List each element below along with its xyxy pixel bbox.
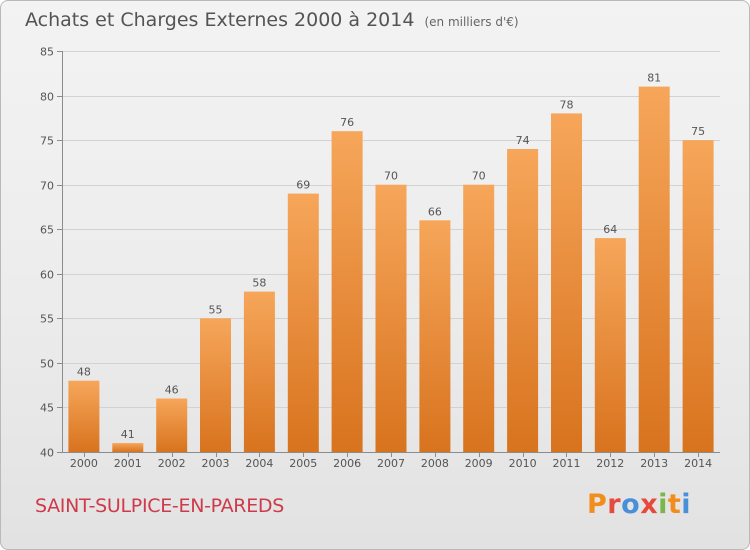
x-tick-label: 2010 bbox=[509, 457, 537, 470]
x-tick-label: 2000 bbox=[70, 457, 98, 470]
y-tick-label: 80 bbox=[40, 91, 54, 104]
x-tick-label: 2002 bbox=[158, 457, 186, 470]
bar bbox=[551, 113, 582, 453]
logo-letter: i bbox=[681, 489, 692, 520]
bar bbox=[682, 140, 714, 452]
x-tick-label: 2008 bbox=[421, 457, 449, 470]
bar bbox=[463, 184, 495, 452]
x-tick-label: 2011 bbox=[553, 457, 581, 470]
logo-letter: r bbox=[607, 489, 622, 520]
data-label: 70 bbox=[384, 170, 398, 183]
data-label: 75 bbox=[691, 125, 705, 138]
data-label: 78 bbox=[560, 98, 574, 111]
x-tick-label: 2001 bbox=[114, 457, 142, 470]
bar bbox=[287, 193, 319, 452]
bar bbox=[112, 443, 144, 452]
bar bbox=[200, 318, 231, 452]
bar bbox=[156, 398, 188, 452]
x-tick-label: 2012 bbox=[596, 457, 624, 470]
x-tick-label: 2013 bbox=[640, 457, 668, 470]
y-tick-label: 65 bbox=[40, 224, 54, 237]
proxiti-logo: Proxiti bbox=[587, 489, 691, 520]
x-tick-label: 2014 bbox=[684, 457, 712, 470]
data-label: 58 bbox=[252, 277, 266, 290]
x-tick-label: 2003 bbox=[202, 457, 230, 470]
bar bbox=[375, 184, 407, 452]
y-tick-label: 75 bbox=[40, 135, 54, 148]
y-tick-label: 85 bbox=[40, 46, 54, 59]
logo-letter: x bbox=[640, 489, 659, 520]
commune-name: SAINT-SULPICE-EN-PAREDS bbox=[35, 495, 284, 517]
data-labels: 48 41 46 55 58 69 76 70 66 70 74 78 64 81 75 bbox=[77, 72, 705, 442]
bar bbox=[507, 149, 539, 452]
data-label: 69 bbox=[296, 179, 310, 192]
bar bbox=[243, 291, 275, 452]
data-label: 74 bbox=[516, 134, 530, 147]
x-tick-label: 2007 bbox=[377, 457, 405, 470]
logo-letter: i bbox=[658, 489, 668, 520]
data-label: 76 bbox=[340, 116, 354, 129]
logo-letter: P bbox=[587, 489, 608, 520]
data-label: 70 bbox=[472, 170, 486, 183]
y-tick-label: 45 bbox=[40, 402, 54, 415]
chart-title: Achats et Charges Externes 2000 à 2014 bbox=[25, 9, 415, 31]
bar bbox=[419, 220, 451, 452]
x-tick-label: 2004 bbox=[245, 457, 273, 470]
bar bbox=[68, 380, 100, 452]
y-tick-label: 40 bbox=[40, 447, 54, 460]
data-label: 46 bbox=[165, 384, 179, 397]
bar bbox=[638, 86, 670, 452]
chart-subtitle: (en milliers d'€) bbox=[424, 15, 519, 29]
title-row: Achats et Charges Externes 2000 à 2014 (e… bbox=[25, 9, 519, 31]
data-label: 41 bbox=[121, 428, 135, 441]
bar bbox=[594, 238, 626, 452]
x-tick-label: 2005 bbox=[289, 457, 317, 470]
y-tick-label: 50 bbox=[40, 358, 54, 371]
x-tick-label: 2009 bbox=[465, 457, 493, 470]
y-tick-label: 70 bbox=[40, 180, 54, 193]
y-tick-label: 60 bbox=[40, 269, 54, 282]
y-tick-label: 55 bbox=[40, 313, 54, 326]
data-label: 55 bbox=[209, 303, 223, 316]
bars bbox=[68, 86, 714, 453]
data-label: 64 bbox=[603, 223, 617, 236]
logo-letter: t bbox=[667, 489, 682, 520]
bar bbox=[331, 131, 363, 452]
axes: 40 45 50 55 60 65 70 75 80 85 2000 2001 2002 2003 2004… bbox=[40, 46, 720, 470]
logo-letter: o bbox=[621, 489, 641, 520]
data-label: 81 bbox=[647, 72, 661, 85]
x-tick-label: 2006 bbox=[333, 457, 361, 470]
data-label: 48 bbox=[77, 366, 91, 379]
data-label: 66 bbox=[428, 205, 442, 218]
